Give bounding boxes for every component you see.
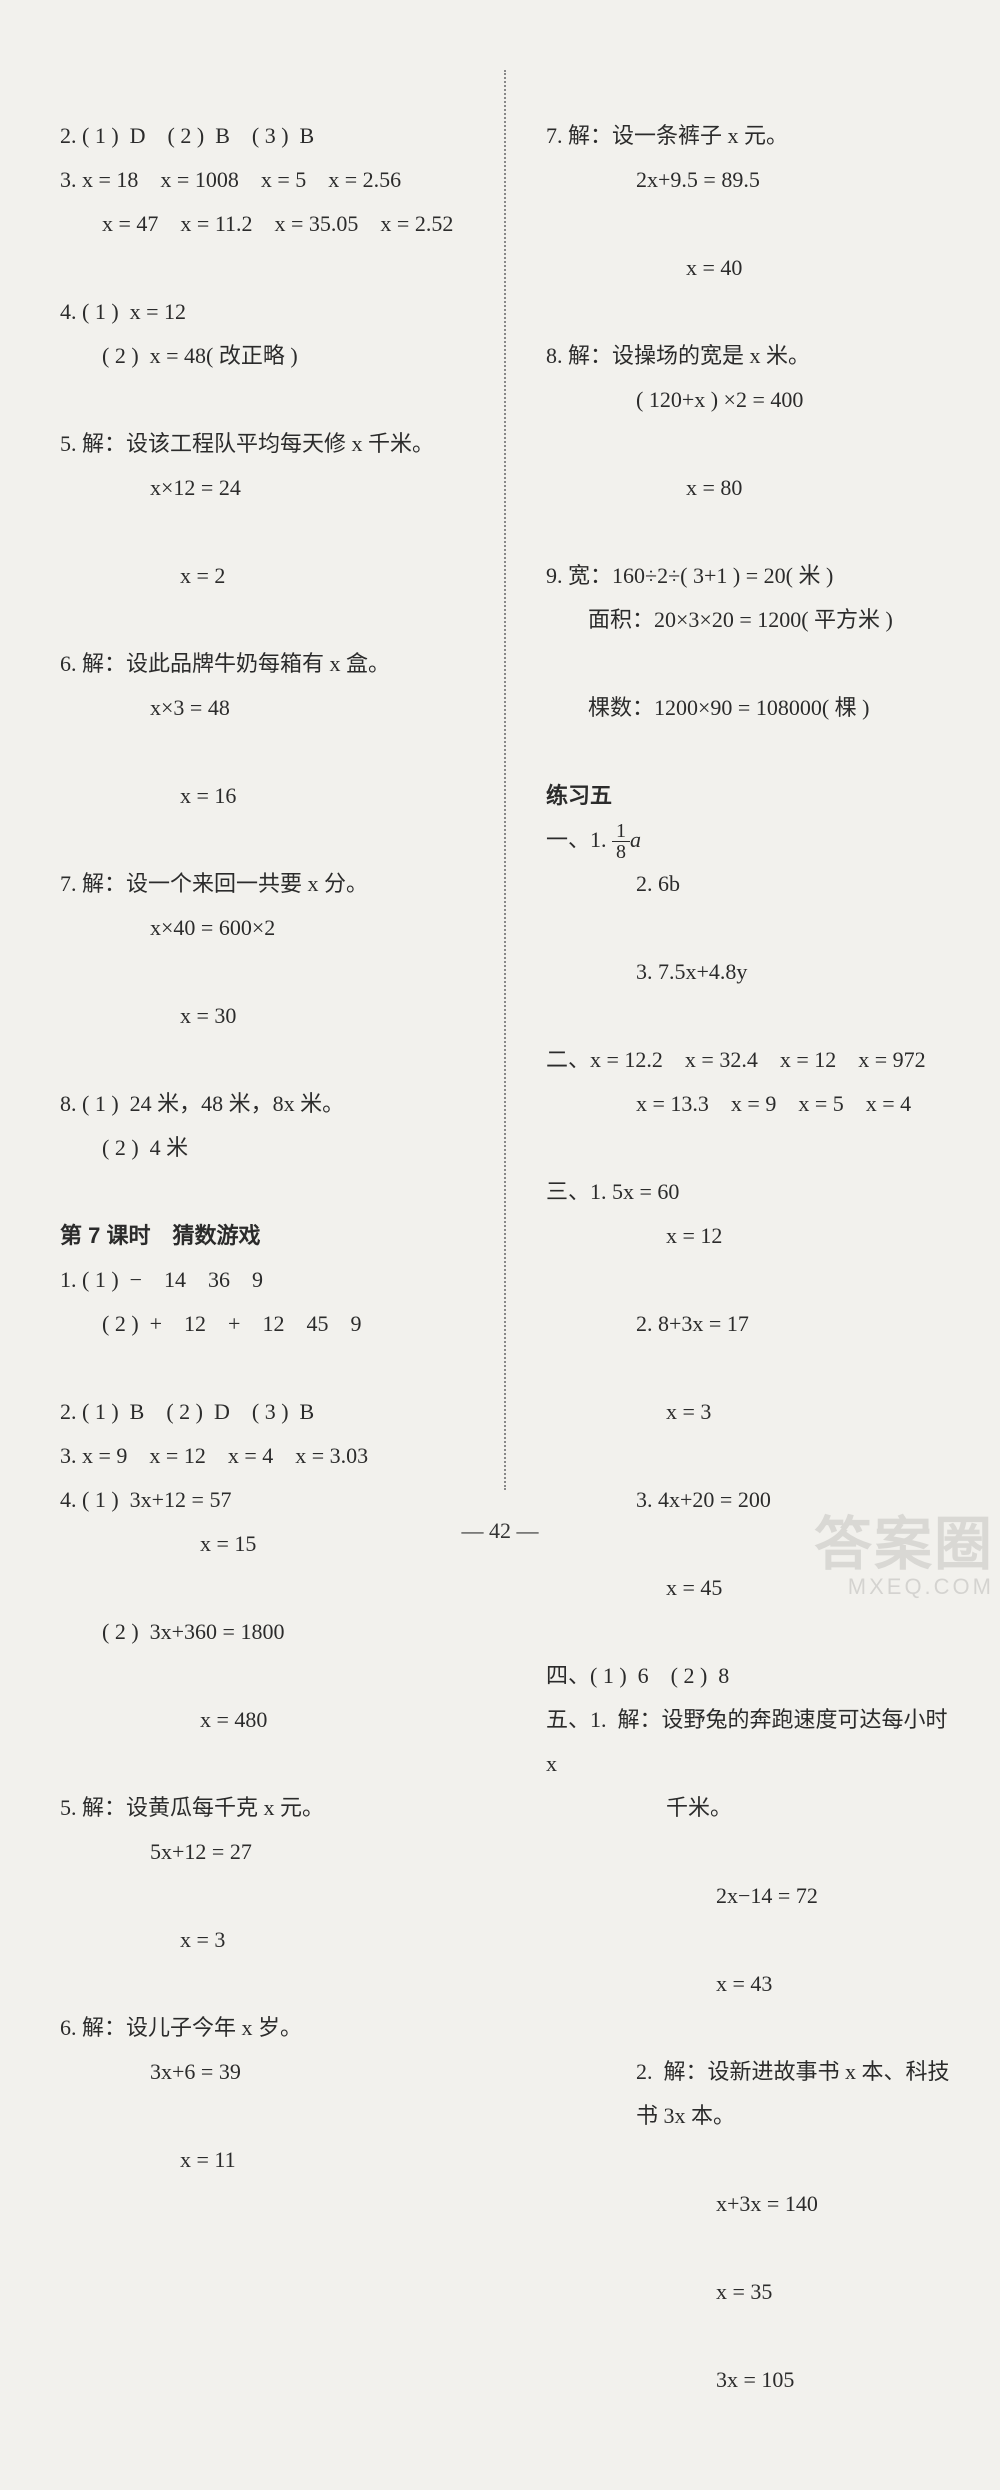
line: ( 2 ) 3x+360 = 1800 [60,1610,464,1654]
left-column: 2. ( 1 ) D ( 2 ) B ( 3 ) B 3. x = 18 x =… [60,70,464,1490]
line: x = 13.3 x = 9 x = 5 x = 4 [546,1082,950,1126]
line: 6. 解：设此品牌牛奶每箱有 x 盒。 [60,651,390,676]
line: x = 43 [546,1962,950,2006]
line: 三、1. 5x = 60 [546,1179,679,1204]
line: x = 12 [546,1214,950,1258]
line: 3. 4x+20 = 200 [546,1478,950,1522]
line: ( 120+x ) ×2 = 400 [546,378,950,422]
line: 8. ( 1 ) 24 米，48 米，8x 米。 [60,1091,344,1116]
line: 棵数：1200×90 = 108000( 棵 ) [546,686,950,730]
line: 二、x = 12.2 x = 32.4 x = 12 x = 972 [546,1047,926,1072]
line: 4. ( 1 ) 3x+12 = 57 [60,1487,231,1512]
line: ( 2 ) x = 48( 改正略 ) [60,334,464,378]
fraction-denominator: 8 [612,842,630,862]
line: 2. ( 1 ) D ( 2 ) B ( 3 ) B [60,123,314,148]
line: x = 11 [60,2138,464,2182]
right-column: 7. 解：设一条裤子 x 元。 2x+9.5 = 89.5 x = 40 8. … [546,70,950,1490]
line: 5. 解：设黄瓜每千克 x 元。 [60,1795,324,1820]
line: 3. x = 18 x = 1008 x = 5 x = 2.56 [60,167,401,192]
line: 6. 解：设儿子今年 x 岁。 [60,2015,302,2040]
line: x = 3 [60,1918,464,1962]
fraction-numerator: 1 [612,821,630,842]
line: 一、1. 18a [546,827,641,852]
line: x = 80 [546,466,950,510]
line: 7. 解：设一条裤子 x 元。 [546,123,788,148]
line: 2. 8+3x = 17 [546,1302,950,1346]
line: ( 2 ) 4 米 [60,1126,464,1170]
line: x = 45 [546,1566,950,1610]
line: 3x+6 = 39 [60,2050,464,2094]
line: x×40 = 600×2 [60,906,464,950]
line: 2x−14 = 72 [546,1874,950,1918]
line: 千米。 [546,1786,950,1830]
line: 7. 解：设一个来回一共要 x 分。 [60,871,368,896]
line: x = 40 [546,246,950,290]
label: 一、1. [546,827,607,852]
page-number: — 42 — [0,1518,1000,1544]
line: ( 2 ) + 12 + 12 45 9 [60,1302,464,1346]
line: 4. ( 1 ) x = 12 [60,299,186,324]
line: x×3 = 48 [60,686,464,730]
column-divider [504,70,506,1490]
line: 3x = 105 [546,2358,950,2402]
line: x = 16 [60,774,464,818]
line: 3. x = 9 x = 12 x = 4 x = 3.03 [60,1443,368,1468]
lesson-heading: 第 7 课时 猜数游戏 [60,1223,260,1248]
columns: 2. ( 1 ) D ( 2 ) B ( 3 ) B 3. x = 18 x =… [60,70,950,1490]
line: 9. 宽：160÷2÷( 3+1 ) = 20( 米 ) [546,563,833,588]
line: x+3x = 140 [546,2182,950,2226]
line: x = 2 [60,554,464,598]
line: 5x+12 = 27 [60,1830,464,1874]
section-heading: 练习五 [546,783,612,808]
variable: a [630,827,641,852]
line: x = 47 x = 11.2 x = 35.05 x = 2.52 [60,202,464,246]
line: 五、1. 解：设野兔的奔跑速度可达每小时 x [546,1707,953,1776]
line: x = 480 [60,1698,464,1742]
line: 2. 解：设新进故事书 x 本、科技书 3x 本。 [546,2050,950,2138]
line: 5. 解：设该工程队平均每天修 x 千米。 [60,431,434,456]
page: 2. ( 1 ) D ( 2 ) B ( 3 ) B 3. x = 18 x =… [0,0,1000,1606]
line: x = 30 [60,994,464,1038]
line: 2. 6b [546,862,950,906]
line: 8. 解：设操场的宽是 x 米。 [546,343,810,368]
line: 1. ( 1 ) − 14 36 9 [60,1267,263,1292]
fraction: 18 [612,821,630,862]
line: 面积：20×3×20 = 1200( 平方米 ) [546,598,950,642]
line: x×12 = 24 [60,466,464,510]
line: 2. ( 1 ) B ( 2 ) D ( 3 ) B [60,1399,314,1424]
line: 3. 7.5x+4.8y [546,950,950,994]
line: 2x+9.5 = 89.5 [546,158,950,202]
line: x = 3 [546,1390,950,1434]
line: 四、( 1 ) 6 ( 2 ) 8 [546,1663,729,1688]
line: x = 35 [546,2270,950,2314]
